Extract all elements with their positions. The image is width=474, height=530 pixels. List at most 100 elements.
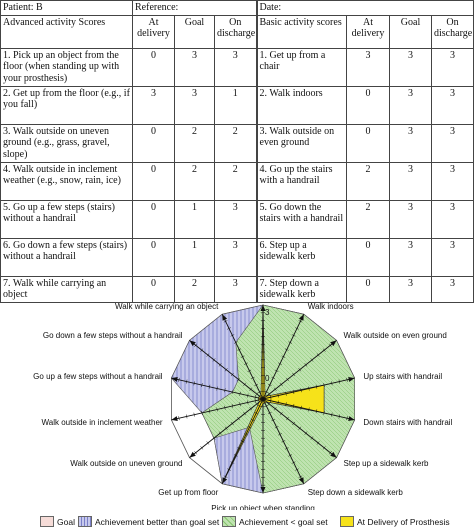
radar-tick: [278, 362, 282, 365]
radar-tick: [250, 376, 255, 379]
radar-tick: [295, 468, 299, 471]
legend-item: Achievement better than goal set: [78, 516, 219, 527]
basic-goal: 3: [389, 237, 433, 277]
radar-tick: [288, 454, 293, 457]
radar-chart: 3 0 Rise from chair Walk indoors Walk outsid…: [33, 296, 452, 510]
radar-axis-label: Go down a few steps without a handrail: [43, 331, 183, 340]
advanced-discharge: 3: [213, 237, 258, 277]
radar-tick: [227, 327, 231, 330]
radar-arrowhead: [298, 477, 304, 484]
radar-tick: [223, 475, 228, 478]
advanced-discharge: 3: [213, 199, 258, 239]
basic-activity: 5. Go down the stairs with a handrail: [255, 199, 348, 239]
advanced-delivery: 3: [132, 85, 175, 125]
radar-arrowhead: [348, 377, 355, 382]
basic-col-delivery: At delivery: [346, 14, 391, 49]
basic-activity: 6. Step up a sidewalk kerb: [255, 237, 348, 277]
radar-arrowhead: [298, 314, 304, 321]
radar-arrowhead: [171, 416, 178, 421]
radar-tick: [269, 398, 272, 403]
radar-tick: [255, 392, 259, 396]
radar-tick: [200, 348, 204, 352]
radar-tick: [233, 454, 238, 457]
radar-tick: [278, 433, 282, 436]
basic-activity: 1. Get up from a chair: [255, 47, 348, 87]
basic-goal: 3: [389, 123, 433, 163]
radar-tick: [257, 404, 262, 408]
radar-axis-label: Walk outside in inclement weather: [42, 418, 163, 427]
radar-tick: [271, 376, 276, 379]
radar-tick: [295, 327, 299, 330]
table-row: 6. Go down a few steps (stairs) without …: [0, 237, 474, 277]
basic-discharge: 3: [431, 237, 474, 277]
radar-axis-label: Step up a sidewalk kerb: [344, 459, 429, 468]
radar-axis-label: Step down a sidewalk kerb: [308, 488, 404, 497]
radar-tick: [243, 382, 247, 387]
radar-tick: [193, 381, 195, 386]
radar-tick: [212, 436, 216, 440]
legend-item: Achievement < goal set: [222, 516, 328, 527]
radar-arrowhead: [330, 451, 337, 458]
radar-tick: [255, 402, 259, 406]
radar-arrowhead: [260, 487, 266, 493]
radar-tick: [279, 411, 283, 416]
advanced-col-discharge: On discharge: [213, 14, 258, 49]
radar-tick: [298, 475, 303, 478]
radar-arrowhead: [330, 340, 337, 347]
radar-tick: [212, 358, 216, 362]
advanced-activity: 6. Go down a few steps (stairs) without …: [0, 237, 133, 277]
radar-tick: [230, 372, 234, 377]
radar-tick: [231, 390, 234, 395]
scale-max-label: 3: [265, 308, 270, 317]
table-row: 7. Walk while carrying an object 0 2 3 7…: [0, 275, 474, 303]
radar-tick: [298, 367, 302, 372]
basic-goal: 3: [389, 199, 433, 239]
radar-tick: [292, 421, 296, 426]
radar-tick: [267, 392, 271, 396]
radar-arrowhead: [222, 477, 228, 484]
radar-tick: [224, 405, 226, 410]
advanced-goal: 3: [174, 85, 215, 125]
date-label: Date:: [255, 0, 474, 16]
legend-swatch: [340, 516, 354, 527]
basic-goal: 3: [389, 161, 433, 201]
radar-tick: [279, 382, 283, 387]
advanced-activity: 4. Walk outside in inclement weather (e.…: [0, 161, 133, 201]
radar-tick: [201, 410, 203, 415]
advanced-delivery: 0: [132, 47, 175, 87]
table-row: 5. Go up a few steps (stairs) without a …: [0, 199, 474, 239]
radar-tick: [230, 421, 234, 426]
radar-tick: [346, 377, 348, 382]
basic-discharge: 3: [431, 47, 474, 87]
radar-tick: [208, 384, 211, 389]
radar-tick: [240, 355, 245, 358]
basic-delivery: 0: [346, 123, 391, 163]
radar-tick: [230, 334, 235, 337]
radar-tick: [224, 426, 228, 431]
radar-tick: [200, 446, 204, 450]
radar-tick: [323, 383, 325, 388]
advanced-col-goal: Goal: [174, 14, 215, 49]
radar-tick: [316, 353, 320, 357]
radar-tick: [300, 388, 302, 393]
radar-tick: [247, 393, 249, 398]
advanced-delivery: 0: [132, 199, 175, 239]
radar-tick: [316, 441, 320, 445]
legend-swatch: [78, 516, 92, 527]
basic-delivery: 0: [346, 85, 391, 125]
radar-tick: [286, 416, 289, 421]
advanced-col-delivery: At delivery: [132, 14, 175, 49]
radar-tick: [281, 440, 286, 443]
basic-discharge: 3: [431, 275, 474, 303]
basic-delivery: 3: [346, 47, 391, 87]
advanced-goal: 2: [174, 161, 215, 201]
radar-tick: [267, 383, 272, 387]
table-row: 3. Walk outside on uneven ground (e.g., …: [0, 123, 474, 163]
radar-tick: [223, 320, 228, 323]
basic-goal: 3: [389, 47, 433, 87]
radar-tick: [218, 363, 222, 367]
table-row: 1. Pick up an object from the floor (whe…: [0, 47, 474, 87]
radar-tick: [257, 390, 262, 394]
scale-zero-label: 0: [265, 374, 270, 383]
radar-tick: [264, 390, 269, 394]
